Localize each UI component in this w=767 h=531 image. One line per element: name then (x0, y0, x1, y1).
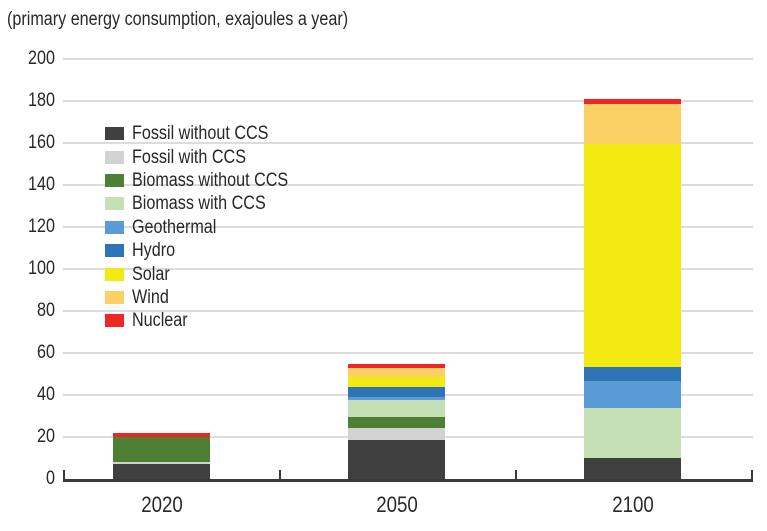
x-axis-line (63, 479, 753, 482)
bar-segment-solar-2050 (348, 377, 445, 387)
bar-segment-biomass-without-ccs-2020 (113, 437, 210, 463)
legend-item-fossil-without-ccs: Fossil without CCS (105, 122, 293, 145)
bar-segment-nuclear-2020 (113, 432, 210, 438)
bar-segment-nuclear-2100 (584, 98, 681, 105)
bar-segment-fossil-with-ccs-2050 (348, 427, 445, 441)
bar-segment-hydro-2100 (584, 366, 681, 382)
bar-2020 (113, 432, 210, 479)
gridline-120 (63, 226, 753, 228)
legend-item-solar: Solar (105, 262, 176, 285)
bar-segment-wind-2100 (584, 104, 681, 145)
legend-swatch-nuclear (105, 314, 124, 328)
y-axis-label-0: 0 (46, 468, 55, 489)
bar-segment-fossil-without-ccs-2020 (113, 464, 210, 479)
legend-swatch-fossil-without-ccs (105, 127, 124, 141)
gridline-160 (63, 142, 753, 144)
y-axis-label-200: 200 (28, 48, 55, 69)
legend-label-biomass-with-ccs: Biomass with CCS (132, 193, 266, 215)
legend-item-biomass-with-ccs: Biomass with CCS (105, 192, 289, 215)
legend-swatch-wind (105, 290, 124, 304)
x-axis-label-2020: 2020 (140, 492, 183, 517)
y-axis-label-60: 60 (37, 342, 55, 363)
bar-segment-biomass-with-ccs-2050 (348, 400, 445, 418)
x-axis-tick-0 (63, 470, 65, 479)
legend-item-geothermal: Geothermal (105, 216, 231, 239)
legend-item-wind: Wind (105, 286, 175, 309)
bar-segment-fossil-without-ccs-2050 (348, 440, 445, 479)
gridline-180 (63, 100, 753, 102)
bar-segment-biomass-without-ccs-2050 (348, 417, 445, 428)
x-axis-tick-2 (514, 470, 517, 479)
x-axis-label-2100: 2100 (611, 492, 654, 517)
gridline-100 (63, 268, 753, 270)
y-axis-label-40: 40 (37, 384, 55, 405)
bar-segment-geothermal-2050 (348, 397, 445, 401)
chart-title: (primary energy consumption, exajoules a… (7, 9, 408, 31)
gridline-200 (63, 58, 753, 60)
y-axis-label-80: 80 (37, 300, 55, 321)
legend-swatch-biomass-with-ccs (105, 197, 124, 211)
bar-segment-solar-2100 (584, 144, 681, 367)
legend-label-solar: Solar (132, 263, 170, 285)
legend-swatch-biomass-without-ccs (105, 173, 124, 187)
bar-segment-fossil-with-ccs-2020 (113, 462, 210, 465)
legend-swatch-solar (105, 267, 124, 281)
legend-label-fossil-with-ccs: Fossil with CCS (132, 146, 246, 168)
legend-item-fossil-with-ccs: Fossil with CCS (105, 145, 266, 168)
legend-item-hydro: Hydro (105, 239, 183, 262)
gridline-60 (63, 352, 753, 354)
bar-segment-hydro-2050 (348, 386, 445, 398)
legend-label-hydro: Hydro (132, 240, 176, 262)
y-axis-label-100: 100 (28, 258, 55, 279)
legend-swatch-fossil-with-ccs (105, 150, 124, 164)
bar-segment-nuclear-2050 (348, 363, 445, 368)
legend-item-biomass-without-ccs: Biomass without CCS (105, 169, 316, 192)
bar-segment-geothermal-2100 (584, 381, 681, 408)
y-axis-label-180: 180 (28, 90, 55, 111)
legend-item-nuclear: Nuclear (105, 309, 197, 332)
gridline-80 (63, 310, 753, 312)
bar-segment-wind-2050 (348, 367, 445, 378)
x-axis-tick-1 (279, 470, 281, 479)
y-axis-label-160: 160 (28, 132, 55, 153)
legend-label-geothermal: Geothermal (132, 216, 217, 238)
legend-label-fossil-without-ccs: Fossil without CCS (132, 123, 269, 145)
legend-swatch-hydro (105, 244, 124, 258)
legend-swatch-geothermal (105, 220, 124, 234)
y-axis-label-140: 140 (28, 174, 55, 195)
bar-segment-fossil-without-ccs-2100 (584, 458, 681, 479)
y-axis-label-20: 20 (37, 426, 55, 447)
bar-2050 (348, 363, 445, 479)
legend-label-biomass-without-ccs: Biomass without CCS (132, 169, 289, 191)
gridline-140 (63, 184, 753, 186)
bar-2100 (584, 98, 681, 479)
chart-title-text: (primary energy consumption, exajoules a… (7, 9, 349, 30)
bar-segment-biomass-with-ccs-2100 (584, 407, 681, 458)
legend-label-wind: Wind (132, 286, 169, 308)
x-axis-label-2050: 2050 (375, 492, 418, 517)
x-axis-tick-3 (751, 470, 753, 479)
y-axis-label-120: 120 (28, 216, 55, 237)
legend-label-nuclear: Nuclear (132, 310, 188, 332)
